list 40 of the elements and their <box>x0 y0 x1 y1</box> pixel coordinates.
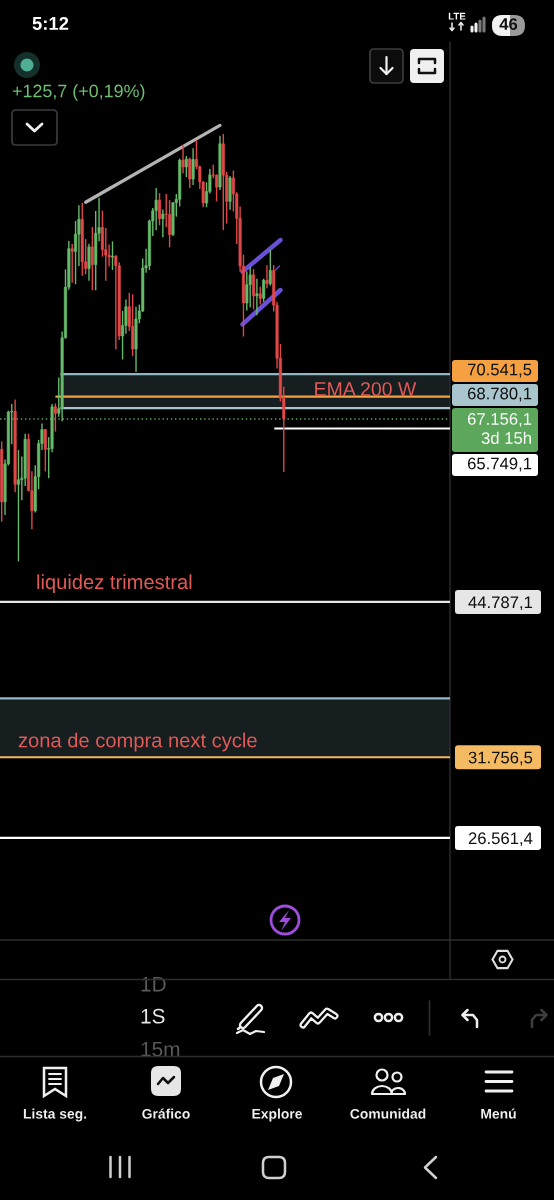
text: Comunidad <box>350 1108 426 1119</box>
text: Explore <box>252 1108 302 1122</box>
text: LTE <box>448 12 466 20</box>
candlestick <box>87 242 91 282</box>
annotation: EMA 200 W <box>315 382 417 396</box>
candlestick <box>53 402 57 433</box>
y-tick-label: 26.561,4 <box>468 832 533 847</box>
ref-line-label: 70.541,5 <box>467 363 532 378</box>
candlestick <box>161 208 165 238</box>
text: 5:12 <box>32 16 69 30</box>
candlestick <box>262 278 266 303</box>
text: Gráfico <box>142 1108 190 1119</box>
text: Menú <box>481 1108 516 1119</box>
candlestick <box>181 144 185 174</box>
candlestick <box>131 293 135 357</box>
y-tick-label: 31.756,5 <box>468 751 533 766</box>
text: Lista seg. <box>23 1108 87 1122</box>
band-label: zona de compra next cycle <box>18 732 257 752</box>
ref-line-label: 68.780,1 <box>467 387 532 402</box>
ref-line-label: 67.156,1 3d 15h <box>467 413 532 444</box>
candlestick <box>70 243 74 284</box>
candlestick <box>248 266 252 308</box>
candlestick <box>43 428 47 473</box>
candlestick <box>228 175 232 211</box>
ref-line-label: 65.749,1 <box>467 457 532 472</box>
y-tick-label: 44.787,1 <box>468 596 533 611</box>
candlestick <box>16 449 20 563</box>
candlestick <box>184 155 188 178</box>
candlestick <box>191 147 195 186</box>
candlestick <box>157 192 162 226</box>
text: 1S <box>141 1008 165 1024</box>
candlestick <box>188 156 192 189</box>
text: 46 <box>499 18 518 30</box>
candlestick <box>110 240 115 271</box>
text: +125,7 (+0,19%) <box>12 84 145 101</box>
candlestick <box>245 270 249 312</box>
candlestick <box>90 226 94 291</box>
annotation: liquidez trimestral <box>37 574 192 594</box>
candlestick <box>252 268 256 311</box>
candlestick <box>265 264 269 289</box>
